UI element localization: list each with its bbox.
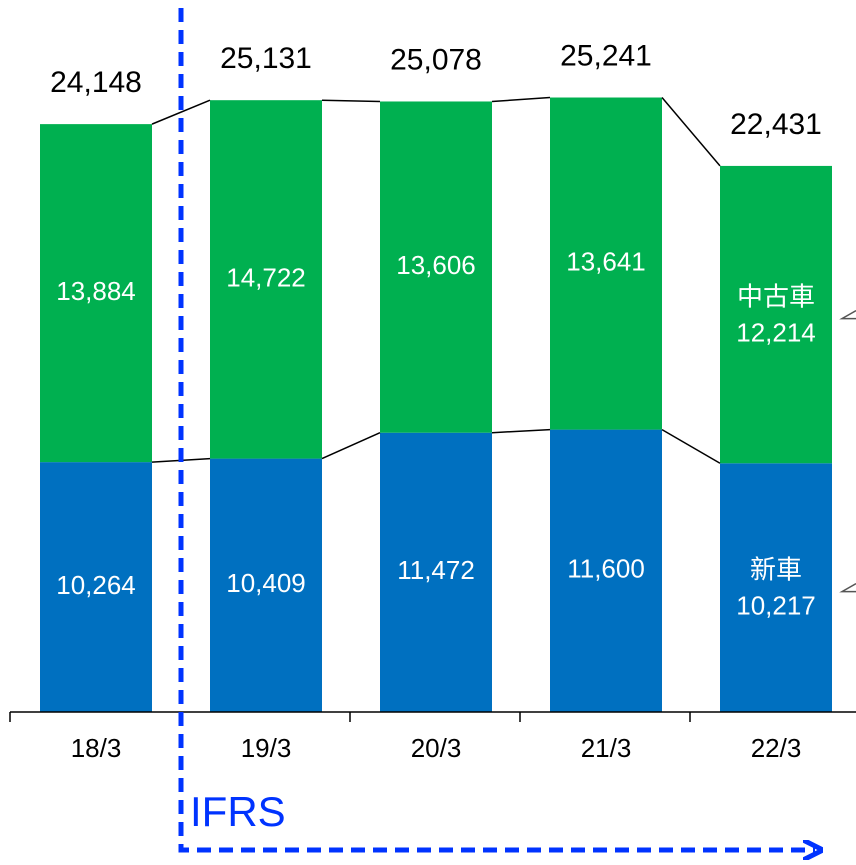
value-label: 12,214 <box>736 317 816 347</box>
value-label: 10,217 <box>736 591 816 621</box>
bar-segment <box>40 462 152 712</box>
value-label: 10,409 <box>226 568 306 598</box>
connector <box>151 99 211 125</box>
total-label: 25,078 <box>390 43 482 76</box>
total-label: 25,131 <box>220 42 312 75</box>
bar-segment <box>210 100 322 459</box>
connector <box>661 428 721 464</box>
ifrs-arrow <box>178 8 815 850</box>
bar-segment <box>550 429 662 712</box>
bar-segment <box>380 432 492 712</box>
bar-segment <box>380 101 492 433</box>
value-label: 13,641 <box>566 246 646 276</box>
connector <box>321 432 381 460</box>
annotation: IFRS <box>190 788 286 835</box>
connector <box>491 428 551 434</box>
total-label: 24,148 <box>50 66 142 99</box>
bar-segment <box>40 124 152 463</box>
x-tick-label: 19/3 <box>241 733 292 763</box>
total-label: 22,431 <box>730 108 822 141</box>
value-label: 13,606 <box>396 250 476 280</box>
value-label: 14,722 <box>226 262 306 292</box>
connector <box>661 97 721 167</box>
value-label: 10,264 <box>56 570 136 600</box>
x-tick-label: 21/3 <box>581 733 632 763</box>
series-label: 中古車 <box>737 281 815 311</box>
total-label: 25,241 <box>560 39 652 72</box>
bar-segment <box>210 458 322 712</box>
connector <box>321 99 381 103</box>
bar-segment <box>720 165 832 464</box>
value-label: 11,600 <box>567 554 645 584</box>
callout <box>839 309 856 320</box>
x-tick-label: 22/3 <box>751 733 802 763</box>
x-tick-label: 18/3 <box>71 733 122 763</box>
x-tick-label: 20/3 <box>411 733 462 763</box>
value-label: 11,472 <box>397 555 475 585</box>
value-label: 13,884 <box>56 276 136 306</box>
connector <box>491 96 551 103</box>
bar-segment <box>550 97 662 430</box>
callout <box>839 582 856 593</box>
series-label: 新車 <box>750 555 802 585</box>
bar-segment <box>720 463 832 712</box>
